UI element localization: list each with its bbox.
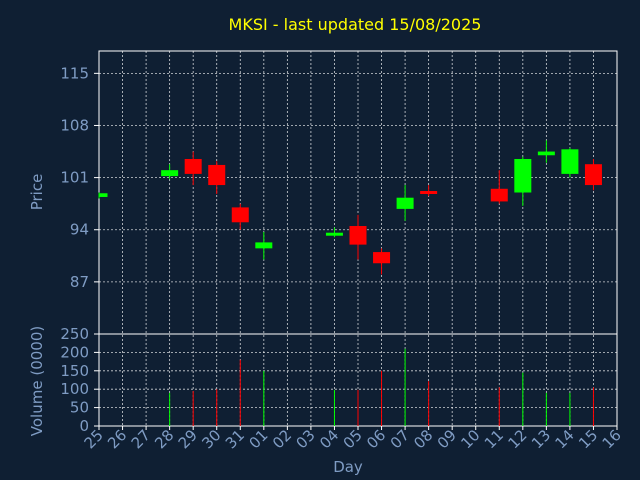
price-tick-label: 94 — [70, 221, 89, 239]
price-tick-label: 101 — [60, 169, 89, 187]
volume-tick-label: 150 — [60, 362, 89, 380]
candle-body — [397, 198, 414, 209]
x-axis-label: Day — [333, 458, 363, 476]
candle-body — [538, 152, 555, 156]
candle-body — [585, 164, 602, 185]
candle-body — [161, 170, 178, 176]
day-axis-ticks: 2526272829303101020304050607080910111213… — [81, 426, 625, 452]
price-tick-label: 87 — [70, 273, 89, 291]
candle-body — [255, 242, 272, 248]
price-tick-label: 115 — [60, 64, 89, 82]
volume-tick-label: 200 — [60, 343, 89, 361]
volume-tick-label: 50 — [70, 399, 89, 417]
candle-body — [208, 165, 225, 185]
candle-body — [326, 233, 343, 236]
volume-tick-label: 250 — [60, 325, 89, 343]
candle-body — [373, 252, 390, 263]
candle-body — [232, 207, 249, 222]
price-tick-label: 108 — [60, 116, 89, 134]
chart-title: MKSI - last updated 15/08/2025 — [229, 15, 482, 34]
price-axis-label: Price — [28, 174, 46, 211]
candle-body — [185, 159, 202, 174]
volume-tick-label: 100 — [60, 380, 89, 398]
volume-axis-label: Volume (0000) — [28, 326, 46, 436]
candle-body — [491, 189, 508, 202]
candle-body — [514, 159, 531, 193]
candle-body — [99, 193, 108, 197]
candle-body — [561, 149, 578, 174]
candle-body — [350, 226, 367, 245]
candle-body — [420, 191, 437, 194]
